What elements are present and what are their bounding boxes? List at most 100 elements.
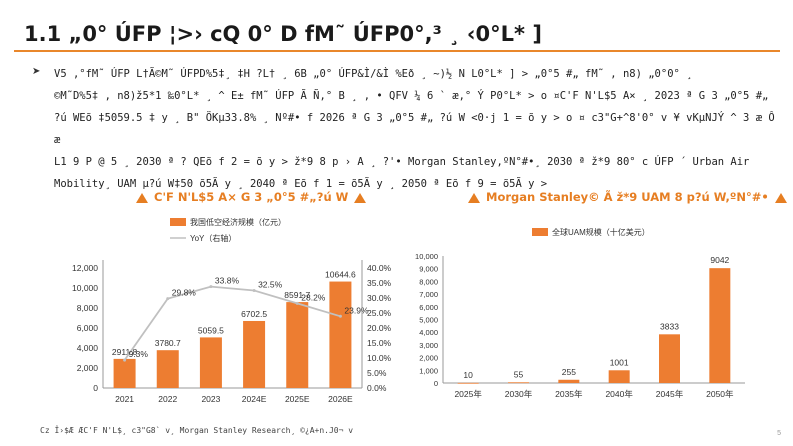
bar-value-label: 10644.6 <box>325 270 356 280</box>
chart-2-title-block: Morgan Stanley© Ã ž*9 UAM 8 p?ú W,ºN°#• <box>462 190 793 204</box>
bar-value-label: 5059.5 <box>198 325 224 335</box>
yoy-point <box>252 289 256 292</box>
yoy-value-label: 28.2% <box>301 292 326 302</box>
x-tick-label: 2050年 <box>706 389 734 399</box>
legend-label-bar: 我国低空经济规模（亿元） <box>190 217 286 227</box>
yoy-value-label: 23.9% <box>344 305 369 315</box>
y-tick-label: 8,000 <box>419 277 438 286</box>
yoy-value-label: 32.5% <box>258 280 283 290</box>
bar-value-label: 6702.5 <box>241 309 267 319</box>
x-tick-label: 2025E <box>285 394 310 404</box>
body-line: L1 9 P @ 5 ¸ 2030 ª ? QEõ f 2 = õ y > ž*… <box>54 156 750 168</box>
body-line: ?ú WEõ ‡5059.5 ‡ y ¸ B" ÖKµ33.8% ¸ Nº#• … <box>54 112 775 146</box>
source-footnote: Cz Î›$Æ ÆC'F N'L$¸ c3"G8` v¸ Morgan Stan… <box>40 426 354 435</box>
y-tick-label: 12,000 <box>72 263 98 273</box>
y-tick-label: 6,000 <box>419 303 438 312</box>
yoy-value-label: 29.8% <box>172 288 197 298</box>
y-tick-label: 10,000 <box>415 252 438 261</box>
yoy-point <box>295 301 299 305</box>
yoy-point <box>338 314 342 318</box>
chart-2-title: Morgan Stanley© Ã ž*9 UAM 8 p?ú W,ºN°#• <box>486 190 769 204</box>
y2-tick-label: 20.0% <box>367 323 392 333</box>
yoy-line <box>123 285 341 361</box>
y-tick-label: 2,000 <box>77 363 99 373</box>
legend-label-bar: 全球UAM规模（十亿美元） <box>552 227 650 237</box>
body-line: V5 ,°fM˜ ÚFP L†Ã©M˜ ÚFPD%5‡¸ ‡H ?L† ¸ 6B… <box>54 68 693 80</box>
y2-tick-label: 0.0% <box>367 383 387 393</box>
bar-value-label: 55 <box>514 369 524 379</box>
y2-tick-label: 10.0% <box>367 353 392 363</box>
page-title: 1.1 „0° ÚFP ¦>› cQ 0° D fM˜ ÚFP0°,³ ¸ ‹0… <box>24 22 542 46</box>
legend-label-line: YoY（右轴） <box>190 233 236 243</box>
bar <box>243 320 266 388</box>
bar <box>329 281 352 388</box>
yoy-value-label: 33.8% <box>215 276 240 286</box>
x-tick-label: 2026E <box>328 394 353 404</box>
bar-value-label: 3833 <box>660 321 679 331</box>
legend-swatch-bar <box>170 218 186 226</box>
y2-tick-label: 40.0% <box>367 263 392 273</box>
bar-value-label: 9042 <box>710 255 729 265</box>
chart-1-title-block: C'F N'L$5 A× G 3 „0°5 #„?ú W <box>130 190 372 204</box>
y-tick-label: 3,000 <box>419 341 438 350</box>
y2-tick-label: 15.0% <box>367 338 392 348</box>
bar <box>156 350 179 388</box>
bar <box>608 370 630 383</box>
bar-value-label: 10 <box>463 370 473 380</box>
yoy-point <box>209 285 213 289</box>
bar <box>113 358 136 388</box>
y-tick-label: 0 <box>434 379 438 388</box>
bar <box>659 334 680 383</box>
y-tick-label: 6,000 <box>77 323 99 333</box>
y-tick-label: 9,000 <box>419 265 438 274</box>
title-divider <box>14 50 780 52</box>
triangle-icon <box>354 192 367 203</box>
y-tick-label: 2,000 <box>419 354 438 363</box>
y-tick-label: 0 <box>93 383 98 393</box>
y2-tick-label: 35.0% <box>367 278 392 288</box>
y-tick-label: 4,000 <box>419 328 438 337</box>
x-tick-label: 2045年 <box>656 389 684 399</box>
chart-1-title: C'F N'L$5 A× G 3 „0°5 #„?ú W <box>154 190 349 204</box>
page-number: 5 <box>777 430 781 437</box>
bar <box>508 382 529 384</box>
triangle-icon <box>136 192 148 203</box>
y2-tick-label: 5.0% <box>367 368 387 378</box>
bar-value-label: 2911.8 <box>112 347 138 357</box>
triangle-icon <box>468 192 480 203</box>
bar <box>286 302 309 388</box>
x-tick-label: 2021 <box>115 394 134 404</box>
triangle-icon <box>774 192 787 203</box>
body-paragraph: V5 ,°fM˜ ÚFP L†Ã©M˜ ÚFPD%5‡¸ ‡H ?L† ¸ 6B… <box>54 63 779 195</box>
yoy-point <box>166 297 170 301</box>
x-tick-label: 2024E <box>242 394 267 404</box>
y2-tick-label: 30.0% <box>367 293 392 303</box>
y-tick-label: 5,000 <box>419 316 438 325</box>
x-tick-label: 2025年 <box>454 389 482 399</box>
body-line: ©M˜D%5‡ , n8)ž5*1 ‰0°L* ¸ ^ E± fM˜ ÚFP Ã… <box>54 90 769 102</box>
y-tick-label: 8,000 <box>77 303 99 313</box>
bar <box>558 379 580 383</box>
bar <box>199 337 222 388</box>
y-tick-label: 1,000 <box>419 366 438 375</box>
x-tick-label: 2040年 <box>605 389 633 399</box>
y2-tick-label: 25.0% <box>367 308 392 318</box>
x-tick-label: 2023 <box>201 394 220 404</box>
yoy-value-label: 9.3% <box>129 349 149 359</box>
y-tick-label: 4,000 <box>77 343 99 353</box>
bar <box>709 268 731 383</box>
x-tick-label: 2022 <box>158 394 177 404</box>
yoy-point <box>123 358 127 362</box>
y-tick-label: 7,000 <box>419 290 438 299</box>
x-tick-label: 2035年 <box>555 389 583 399</box>
body-line: Mobility¸ UAM µ?ú W‡50 õ5Ã y ¸ 2040 ª Eõ… <box>54 178 548 190</box>
bar-value-label: 1001 <box>610 357 629 367</box>
x-tick-label: 2030年 <box>505 389 533 399</box>
legend-swatch-bar <box>532 228 548 236</box>
bar-value-label: 3780.7 <box>155 338 181 348</box>
y-tick-label: 10,000 <box>72 283 98 293</box>
bar <box>457 382 479 384</box>
bar-value-label: 8591.7 <box>284 290 310 300</box>
